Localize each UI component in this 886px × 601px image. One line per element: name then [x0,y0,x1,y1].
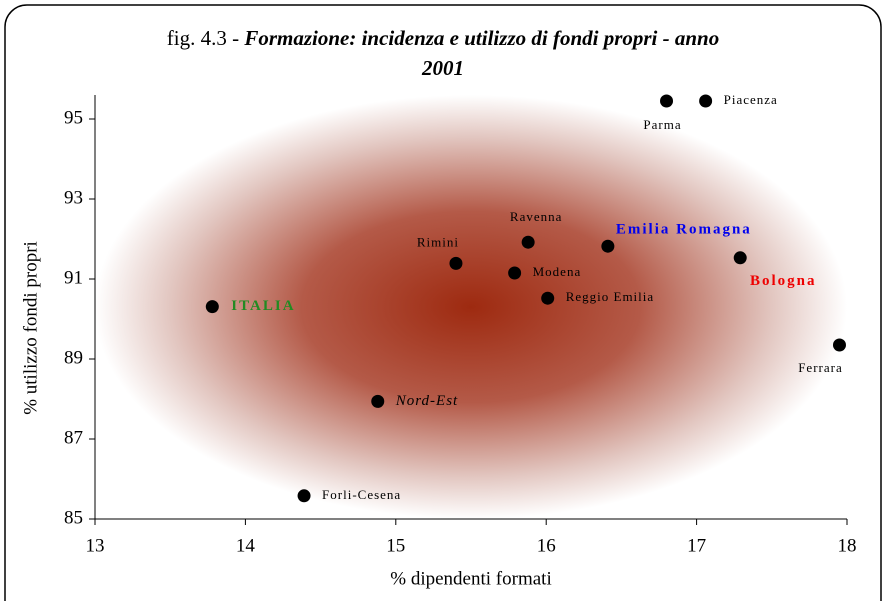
chart-title: fig. 4.3 - Formazione: incidenza e utili… [167,26,720,80]
point [601,239,615,253]
y-tick-label: 87 [64,427,83,448]
point [660,94,674,108]
point [699,94,713,108]
point [508,266,522,280]
point-label: Modena [533,264,582,279]
y-axis-label: % utilizzo fondi propri [20,241,41,415]
x-tick-label: 18 [838,535,857,556]
point-label: Bologna [750,273,817,289]
point-label: Reggio Emilia [566,289,654,304]
x-tick-label: 15 [386,535,405,556]
title-line: Formazione: incidenza e utilizzo di fond… [243,26,719,50]
point-label: Nord-Est [395,393,458,409]
x-tick-label: 17 [687,535,706,556]
point-label: Ferrara [798,360,843,375]
plot-background [95,95,847,519]
y-tick-label: 93 [64,187,83,208]
point [541,291,555,305]
point [205,300,219,314]
point-label: ITALIA [231,298,295,314]
y-tick-label: 89 [64,347,83,368]
y-tick-label: 91 [64,267,83,288]
point [521,235,535,249]
point [371,394,385,408]
point [449,256,463,270]
point [297,489,311,503]
point [733,251,747,265]
point-label: Parma [643,117,681,132]
y-tick-label: 95 [64,107,83,128]
point-label: Ravenna [510,209,562,224]
point-label: Piacenza [724,92,778,107]
x-axis-label: % dipendenti formati [390,568,551,589]
point-label: Forli-Cesena [322,487,401,502]
x-tick-label: 13 [86,535,105,556]
x-tick-label: 16 [537,535,556,556]
x-tick-label: 14 [236,535,256,556]
point [832,338,846,352]
title-prefix: fig. 4.3 - [167,26,245,50]
y-tick-label: 85 [64,507,83,528]
point-label: Rimini [417,234,459,249]
title-line: 2001 [421,56,464,80]
point-label: Emilia Romagna [616,222,752,238]
